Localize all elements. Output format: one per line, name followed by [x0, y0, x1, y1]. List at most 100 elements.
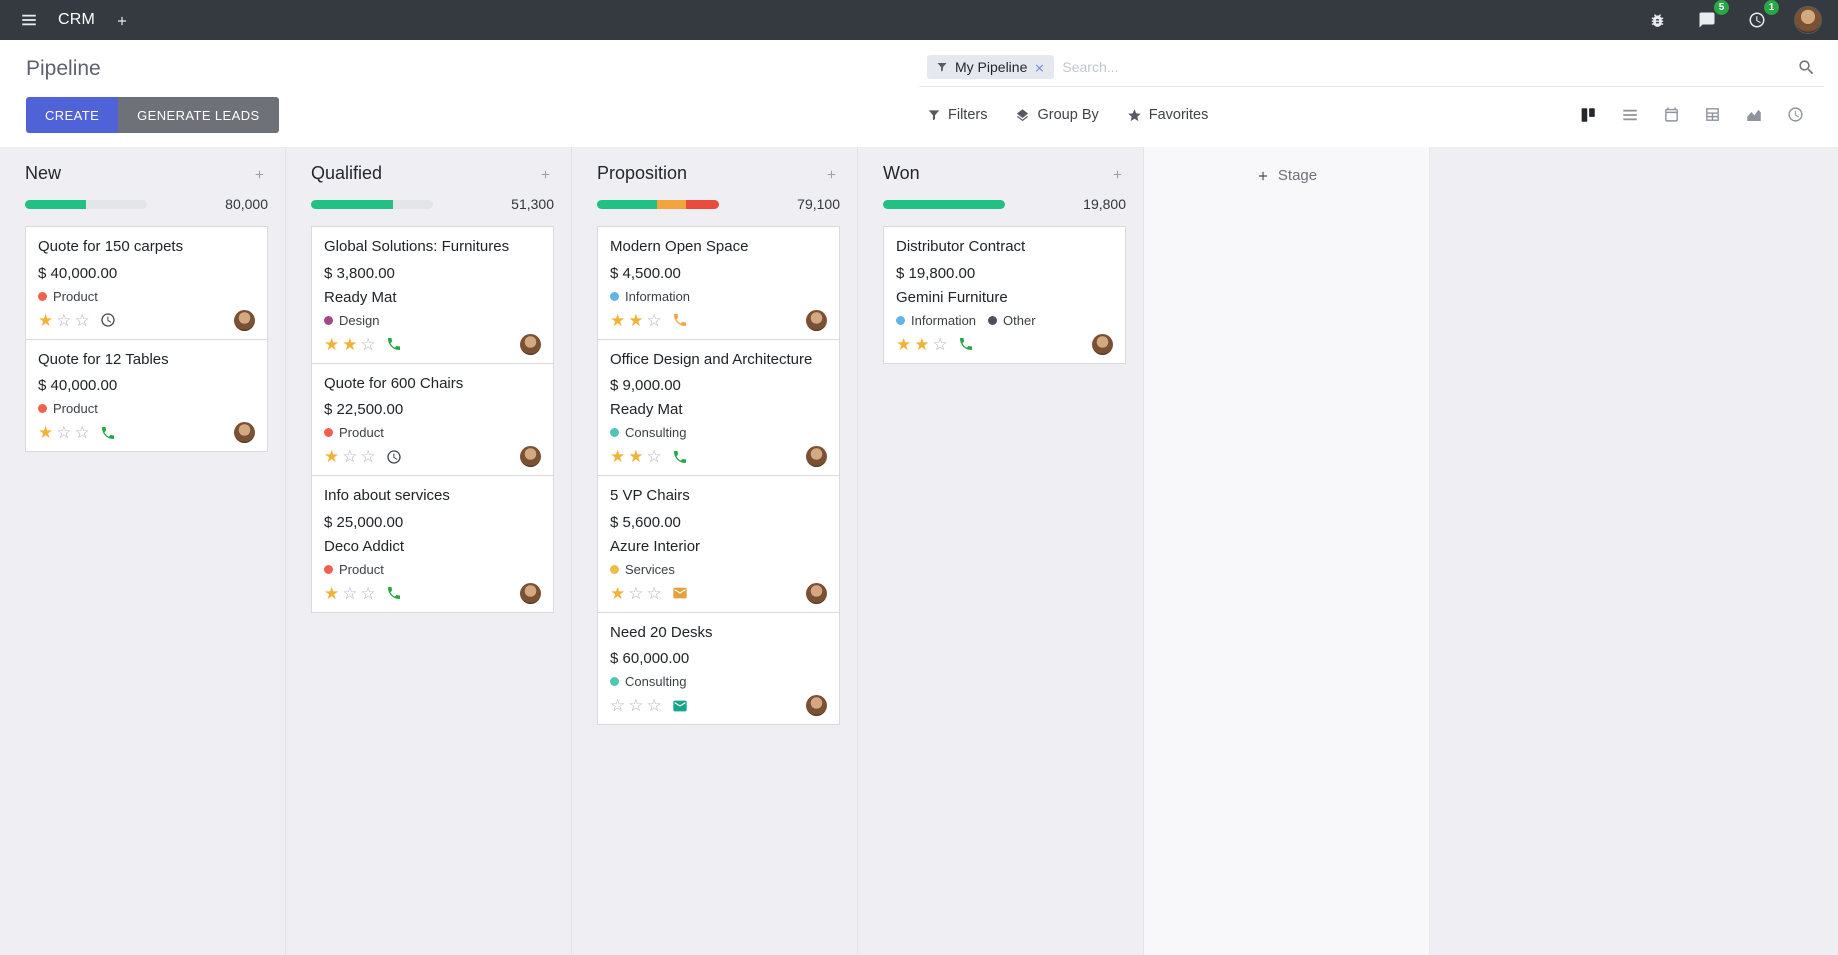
kanban-card[interactable]: Need 20 Desks $ 60,000.00 Consulting ☆ ☆ ☆: [597, 611, 840, 725]
filters-button[interactable]: Filters: [927, 107, 987, 123]
filters-label: Filters: [948, 107, 988, 123]
search-button[interactable]: [1797, 58, 1816, 77]
kanban-card[interactable]: Distributor Contract $ 19,800.00 Gemini …: [883, 226, 1126, 364]
generate-leads-button[interactable]: GENERATE LEADS: [118, 97, 279, 133]
apps-menu-button[interactable]: [16, 7, 42, 33]
activity-button[interactable]: [100, 424, 116, 440]
quick-create-button[interactable]: [111, 8, 133, 31]
debug-button[interactable]: [1645, 8, 1670, 33]
tag-label: Design: [339, 312, 380, 328]
facet-label: My Pipeline: [955, 59, 1028, 75]
list-icon: [1621, 106, 1639, 124]
avatar[interactable]: [806, 446, 827, 467]
card-title: Info about services: [324, 487, 450, 504]
priority-stars[interactable]: ★ ☆ ☆: [38, 310, 90, 330]
priority-stars[interactable]: ★ ★ ☆: [610, 310, 662, 330]
tag-color-dot: [610, 291, 619, 301]
kanban-view-button[interactable]: [1567, 100, 1609, 130]
tag-color-dot: [38, 404, 47, 413]
kanban-card[interactable]: Quote for 150 carpets $ 40,000.00 Produc…: [25, 226, 268, 340]
plus-icon: [539, 166, 552, 181]
kanban-card[interactable]: Office Design and Architecture $ 9,000.0…: [597, 338, 840, 476]
facet-remove-icon[interactable]: [1034, 62, 1045, 73]
progress-segment: [311, 199, 393, 209]
card-amount: $ 25,000.00: [324, 513, 404, 531]
clock-icon: [386, 448, 402, 464]
column-add-button[interactable]: [537, 164, 554, 183]
favorites-button[interactable]: Favorites: [1127, 107, 1209, 123]
activity-button[interactable]: [672, 585, 688, 601]
activity-button[interactable]: [672, 312, 688, 328]
priority-stars[interactable]: ★ ☆ ☆: [324, 583, 376, 603]
user-avatar[interactable]: [1794, 6, 1822, 34]
activities-button[interactable]: 1: [1744, 0, 1779, 33]
kanban-card[interactable]: Info about services $ 25,000.00 Deco Add…: [311, 475, 554, 613]
favorites-label: Favorites: [1148, 107, 1209, 123]
messages-button[interactable]: 5: [1694, 0, 1729, 33]
search-facet-my-pipeline[interactable]: My Pipeline: [927, 55, 1055, 79]
phone-icon: [958, 336, 974, 352]
card-title: Quote for 12 Tables: [38, 350, 169, 368]
kanban-card[interactable]: Quote for 12 Tables $ 40,000.00 Product …: [25, 338, 268, 452]
avatar[interactable]: [520, 582, 541, 604]
pivot-view-button[interactable]: [1692, 100, 1733, 130]
avatar[interactable]: [234, 422, 255, 443]
priority-stars[interactable]: ★ ★ ☆: [324, 334, 376, 354]
avatar[interactable]: [806, 582, 827, 604]
priority-stars[interactable]: ★ ☆ ☆: [38, 423, 90, 442]
priority-stars[interactable]: ★ ★ ☆: [610, 447, 662, 466]
avatar[interactable]: [806, 309, 827, 331]
plus-icon: [115, 12, 129, 27]
kanban-icon: [1579, 106, 1597, 124]
activity-view-button[interactable]: [1775, 100, 1816, 130]
column-progressbar[interactable]: [597, 199, 719, 209]
search-input[interactable]: [1062, 59, 1789, 75]
activity-button[interactable]: [958, 336, 974, 352]
app-name[interactable]: CRM: [58, 11, 96, 28]
tag-label: Product: [339, 425, 384, 440]
avatar[interactable]: [234, 309, 255, 331]
card-amount: $ 9,000.00: [610, 377, 681, 394]
activity-button[interactable]: [672, 448, 688, 464]
column-progressbar[interactable]: [311, 199, 433, 209]
calendar-icon: [1663, 106, 1680, 124]
kanban-card[interactable]: Quote for 600 Chairs $ 22,500.00 Product…: [311, 362, 554, 476]
column-progressbar[interactable]: [25, 199, 147, 209]
activity-button[interactable]: [386, 585, 402, 601]
progress-segment: [883, 199, 1005, 209]
column-add-button[interactable]: [251, 164, 268, 183]
graph-view-button[interactable]: [1733, 100, 1775, 130]
create-button[interactable]: CREATE: [26, 97, 119, 133]
phone-icon: [386, 585, 402, 601]
card-title: Need 20 Desks: [610, 623, 713, 641]
column-progressbar[interactable]: [883, 199, 1005, 209]
activity-button[interactable]: [386, 448, 402, 464]
kanban-card[interactable]: Global Solutions: Furnitures $ 3,800.00 …: [311, 226, 554, 364]
avatar[interactable]: [1092, 333, 1113, 355]
priority-stars[interactable]: ☆ ☆ ☆: [610, 696, 662, 715]
progress-segment: [656, 199, 687, 209]
column-total: 19,800: [1083, 196, 1126, 212]
layers-icon: [1015, 107, 1030, 123]
avatar[interactable]: [806, 695, 827, 716]
column-add-button[interactable]: [1109, 164, 1126, 183]
search-options: Filters Group By Favorites: [927, 107, 1208, 123]
add-stage-button[interactable]: Stage: [1256, 167, 1317, 184]
kanban-card[interactable]: Modern Open Space $ 4,500.00 Information…: [597, 226, 840, 340]
phone-icon: [386, 336, 402, 352]
group-by-button[interactable]: Group By: [1015, 107, 1099, 123]
priority-stars[interactable]: ★ ☆ ☆: [324, 447, 376, 466]
kanban-card[interactable]: 5 VP Chairs $ 5,600.00 Azure Interior Se…: [597, 475, 840, 613]
activity-button[interactable]: [100, 312, 116, 328]
avatar[interactable]: [520, 333, 541, 355]
calendar-view-button[interactable]: [1651, 100, 1692, 130]
kanban-column-new: New 80,000 Quote for 150 carpets $ 40,00…: [0, 147, 286, 955]
priority-stars[interactable]: ★ ★ ☆: [896, 334, 948, 354]
priority-stars[interactable]: ★ ☆ ☆: [610, 583, 662, 603]
activity-button[interactable]: [672, 697, 688, 713]
activity-button[interactable]: [386, 336, 402, 352]
list-view-button[interactable]: [1609, 100, 1651, 130]
column-add-button[interactable]: [823, 164, 840, 183]
tag: Other: [988, 313, 1036, 328]
avatar[interactable]: [520, 446, 541, 467]
